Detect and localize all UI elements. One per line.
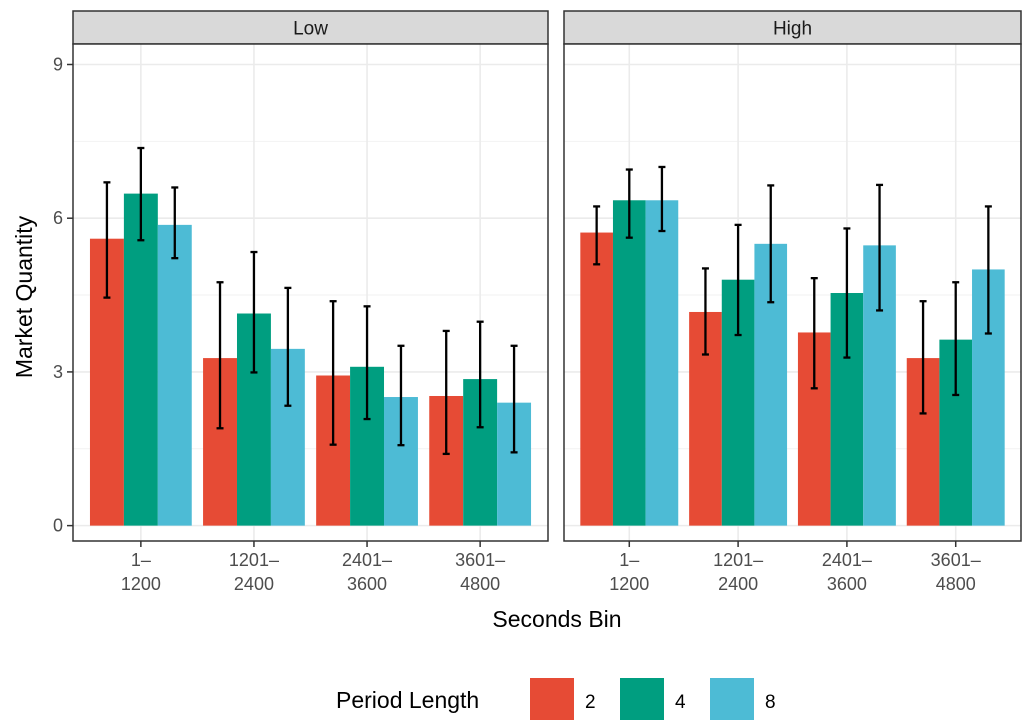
y-tick-label: 6 xyxy=(53,208,63,228)
x-tick-label: 3601– xyxy=(931,550,981,570)
error-bar xyxy=(984,205,992,335)
x-tick-label: 1201– xyxy=(229,550,279,570)
panels-layer: Low1–12001201–24002401–36003601–4800High… xyxy=(72,10,1022,594)
error-bar xyxy=(476,320,484,429)
facet-strip xyxy=(563,10,1022,45)
error-bar xyxy=(734,223,742,337)
error-bar xyxy=(701,267,709,356)
legend: Period Length 2 4 8 xyxy=(336,678,776,720)
x-tick-label: 2401– xyxy=(342,550,392,570)
x-tick-label: 2400 xyxy=(234,574,274,594)
x-tick-label: 2401– xyxy=(822,550,872,570)
legend-key xyxy=(530,678,574,720)
error-bar xyxy=(216,281,224,430)
x-tick-label: 1– xyxy=(619,550,639,570)
error-bar xyxy=(843,227,851,359)
error-bar xyxy=(919,300,927,415)
legend-title: Period Length xyxy=(336,687,479,713)
panel-border xyxy=(563,43,1022,542)
facet-strip-label: Low xyxy=(293,19,328,40)
error-bar xyxy=(658,165,666,233)
bar xyxy=(123,193,158,526)
bar xyxy=(612,200,646,526)
bar xyxy=(645,200,679,526)
facet-strip-label: High xyxy=(773,19,812,40)
error-bar xyxy=(952,281,960,397)
x-tick-label: 3600 xyxy=(347,574,387,594)
x-tick-label: 4800 xyxy=(936,574,976,594)
legend-entry: 2 xyxy=(530,678,596,720)
bar xyxy=(157,224,192,526)
y-axis-title: Market Quantity xyxy=(11,215,37,378)
error-bar xyxy=(442,329,450,456)
error-bar xyxy=(397,344,405,447)
facet-strip xyxy=(72,10,549,45)
error-bar xyxy=(284,286,292,407)
legend-key xyxy=(620,678,664,720)
x-tick-label: 2400 xyxy=(718,574,758,594)
error-bar xyxy=(593,205,601,266)
y-tick-label: 0 xyxy=(53,516,63,536)
legend-label: 4 xyxy=(675,692,686,713)
error-bar xyxy=(250,250,258,374)
error-bar xyxy=(510,344,518,454)
x-tick-label: 1– xyxy=(131,550,151,570)
error-bar xyxy=(137,146,145,242)
error-bar xyxy=(171,186,179,260)
y-tick-label: 9 xyxy=(53,54,63,74)
error-bar xyxy=(363,305,371,421)
error-bar xyxy=(103,181,111,299)
legend-label: 2 xyxy=(585,692,596,713)
error-bar xyxy=(810,277,818,390)
panel-low: Low 1– 1200 1201– 2400 2401– 3600 3601– 4800 xyxy=(72,10,549,594)
y-axis: 0 3 6 9 xyxy=(53,54,73,536)
error-bar xyxy=(625,168,633,239)
x-tick-label: 1200 xyxy=(609,574,649,594)
x-tick-label: 3601– xyxy=(455,550,505,570)
error-bar xyxy=(767,184,775,304)
x-tick-label: 1200 xyxy=(121,574,161,594)
y-tick-label: 3 xyxy=(53,362,63,382)
legend-key xyxy=(710,678,754,720)
panel-border xyxy=(72,43,549,542)
legend-entry: 8 xyxy=(710,678,776,720)
x-tick-label: 3600 xyxy=(827,574,867,594)
error-bar xyxy=(876,183,884,312)
legend-label: 8 xyxy=(765,692,776,713)
x-axis-title: Seconds Bin xyxy=(492,606,621,632)
panel-high: High 1– 1200 1201– 2400 2401– 3600 3601– 4800 xyxy=(563,10,1022,594)
x-tick-label: 1201– xyxy=(713,550,763,570)
bar xyxy=(580,232,613,526)
legend-entry: 4 xyxy=(620,678,686,720)
error-bar xyxy=(329,300,337,446)
x-tick-label: 4800 xyxy=(460,574,500,594)
